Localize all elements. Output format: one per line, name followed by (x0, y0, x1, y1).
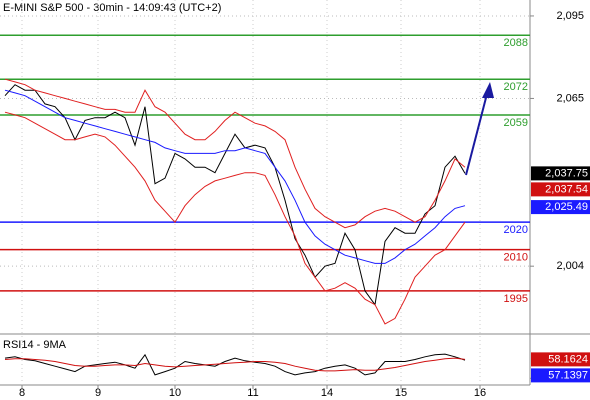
price-badge (531, 182, 590, 197)
arrow (465, 89, 489, 176)
series-line (4, 357, 466, 372)
price-badge (531, 352, 590, 367)
price-badge-label: 2,037.54 (545, 183, 588, 195)
series-line (4, 78, 466, 229)
price-badge-label: 2,025.49 (545, 201, 588, 213)
x-tick-label: 11 (247, 387, 258, 399)
level-label: 1995 (504, 293, 528, 305)
price-badge-label: 57.1397 (548, 369, 588, 381)
level-label: 2059 (504, 117, 528, 129)
x-tick-label: 16 (474, 387, 486, 399)
price-badge (531, 166, 590, 181)
series-line (4, 111, 466, 325)
y-tick-label: 2,065 (556, 92, 584, 104)
x-tick-label: 8 (19, 387, 25, 399)
series-line (4, 89, 466, 264)
level-label: 2072 (504, 81, 528, 93)
price-badge (531, 200, 590, 215)
price-badge (531, 368, 590, 383)
series-line (4, 353, 466, 376)
price-badge-label: 2,037.75 (545, 167, 588, 179)
x-tick-label: 10 (169, 387, 181, 399)
x-tick-label: 9 (95, 387, 101, 399)
panel-title: RSI14 - 9MA (3, 339, 67, 351)
level-label: 2010 (504, 252, 528, 264)
arrow-head (482, 82, 494, 98)
series-line (4, 84, 466, 306)
y-tick-label: 2,095 (556, 10, 584, 22)
price-badge-label: 58.1624 (548, 353, 588, 365)
x-tick-label: 14 (321, 387, 333, 399)
y-tick-label: 2,004 (556, 260, 584, 272)
level-label: 2020 (504, 224, 528, 236)
x-tick-label: 15 (395, 387, 407, 399)
level-label: 2088 (504, 37, 528, 49)
chart-title: E-MINI S&P 500 - 30min - 14:09:43 (UTC+2… (3, 2, 221, 14)
